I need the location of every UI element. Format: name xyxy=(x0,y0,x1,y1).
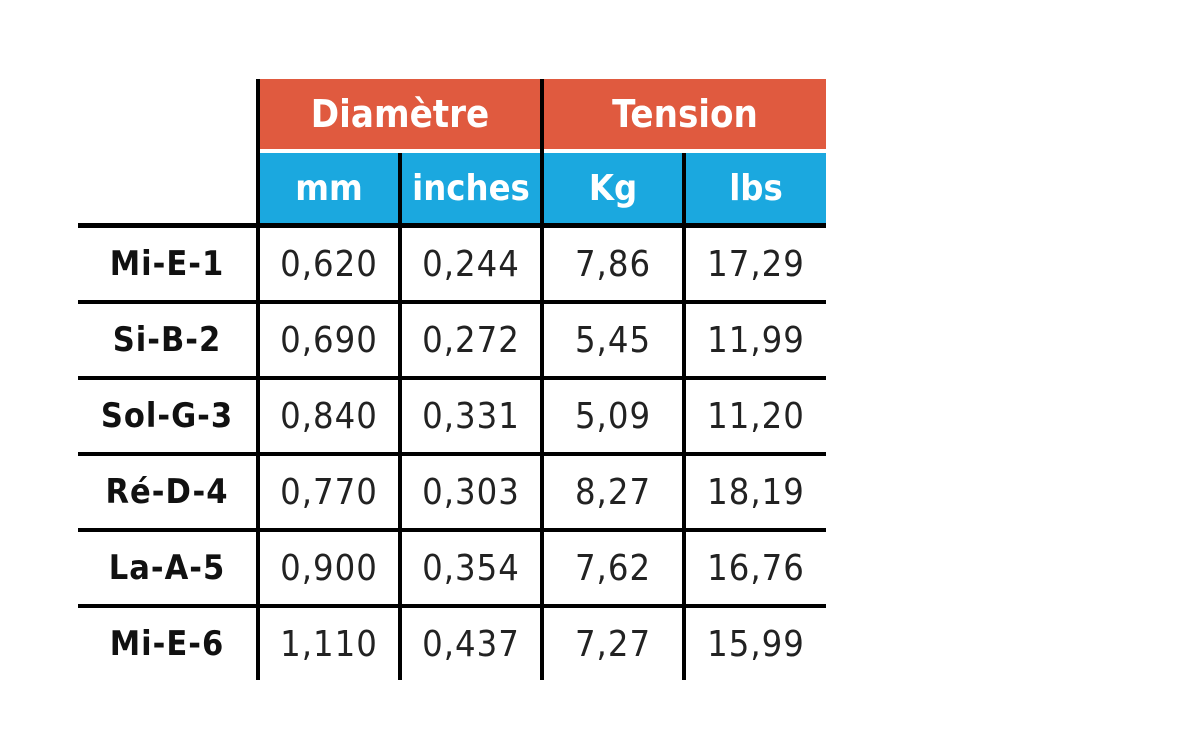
group-header-row: Diamètre Tension xyxy=(78,79,826,226)
unit-header-inches: inches xyxy=(398,149,542,226)
table-cell: 11,20 xyxy=(682,376,826,454)
row-label: Mi-E-1 xyxy=(78,223,258,302)
row-label: Mi-E-6 xyxy=(78,604,258,680)
table-cell: 15,99 xyxy=(682,604,826,680)
table-cell: 11,99 xyxy=(682,300,826,378)
table-cell: 0,437 xyxy=(398,604,542,680)
table-cell: 0,840 xyxy=(256,376,400,454)
table-cell: 5,45 xyxy=(540,300,684,378)
table-row: Sol-G-3 0,840 0,331 5,09 11,20 xyxy=(78,376,826,454)
group-header-tension: Tension xyxy=(540,79,826,151)
table-cell: 5,09 xyxy=(540,376,684,454)
unit-header-lbs: lbs xyxy=(682,149,826,226)
table-cell: 7,62 xyxy=(540,528,684,606)
table-cell: 0,770 xyxy=(256,452,400,530)
unit-header-row: mm inches Kg lbs xyxy=(78,149,826,226)
table-row: Mi-E-6 1,110 0,437 7,27 15,99 xyxy=(78,604,826,680)
table-cell: 17,29 xyxy=(682,223,826,302)
table-cell: 16,76 xyxy=(682,528,826,606)
table-cell: 0,690 xyxy=(256,300,400,378)
table-cell: 0,354 xyxy=(398,528,542,606)
table-row: Ré-D-4 0,770 0,303 8,27 18,19 xyxy=(78,452,826,530)
row-label: Si-B-2 xyxy=(78,300,258,378)
row-label: Ré-D-4 xyxy=(78,452,258,530)
table-cell: 0,272 xyxy=(398,300,542,378)
table-cell: 18,19 xyxy=(682,452,826,530)
table-cell: 0,331 xyxy=(398,376,542,454)
table-cell: 0,900 xyxy=(256,528,400,606)
table-cell: 8,27 xyxy=(540,452,684,530)
unit-header-kg: Kg xyxy=(540,149,684,226)
table-cell: 0,620 xyxy=(256,223,400,302)
table-row: Si-B-2 0,690 0,272 5,45 11,99 xyxy=(78,300,826,378)
table-cell: 7,27 xyxy=(540,604,684,680)
unit-header-mm: mm xyxy=(256,149,400,226)
row-label: La-A-5 xyxy=(78,528,258,606)
empty-corner-cell xyxy=(78,79,258,226)
table-cell: 0,244 xyxy=(398,223,542,302)
table-cell: 1,110 xyxy=(256,604,400,680)
row-label: Sol-G-3 xyxy=(78,376,258,454)
table-cell: 0,303 xyxy=(398,452,542,530)
table-cell: 7,86 xyxy=(540,223,684,302)
table-row: Mi-E-1 0,620 0,244 7,86 17,29 xyxy=(78,223,826,302)
string-spec-table: Diamètre Tension mm inches Kg lbs Mi-E-1… xyxy=(78,79,826,680)
group-header-diameter: Diamètre xyxy=(256,79,542,151)
table-row: La-A-5 0,900 0,354 7,62 16,76 xyxy=(78,528,826,606)
